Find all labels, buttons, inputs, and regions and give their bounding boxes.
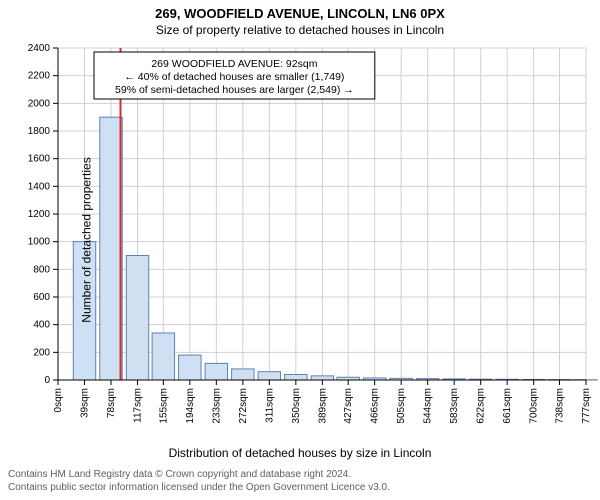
annotation-line: 59% of semi-detached houses are larger (… <box>115 84 354 96</box>
chart-title-subtitle: Size of property relative to detached ho… <box>0 21 600 37</box>
x-tick-label: 233sqm <box>211 388 222 424</box>
histogram-bar <box>258 372 280 380</box>
y-tick-label: 600 <box>33 292 50 303</box>
y-tick-label: 2000 <box>28 98 51 109</box>
chart-title-address: 269, WOODFIELD AVENUE, LINCOLN, LN6 0PX <box>0 0 600 21</box>
x-tick-label: 466sqm <box>370 388 381 424</box>
annotation-line: 269 WOODFIELD AVENUE: 92sqm <box>151 58 317 70</box>
histogram-bar <box>100 117 122 380</box>
histogram-bar <box>126 256 148 381</box>
x-tick-label: 661sqm <box>502 388 513 424</box>
x-tick-label: 738sqm <box>554 388 565 424</box>
y-tick-label: 1600 <box>28 154 51 165</box>
histogram-bar <box>232 369 254 380</box>
x-tick-label: 39sqm <box>80 388 91 418</box>
y-axis-label: Number of detached properties <box>80 157 94 322</box>
x-tick-label: 311sqm <box>264 388 275 423</box>
histogram-bar <box>205 363 227 380</box>
x-tick-label: 155sqm <box>158 388 169 424</box>
histogram-bar <box>311 376 333 380</box>
y-tick-label: 1000 <box>28 237 51 248</box>
x-tick-label: 117sqm <box>133 388 144 423</box>
x-tick-label: 194sqm <box>185 388 196 424</box>
footer-line-1: Contains HM Land Registry data © Crown c… <box>8 468 592 481</box>
y-tick-label: 1800 <box>28 126 51 137</box>
x-tick-label: 427sqm <box>343 388 354 424</box>
y-tick-label: 2200 <box>28 71 51 82</box>
histogram-bar <box>152 333 174 380</box>
x-tick-label: 350sqm <box>291 388 302 424</box>
y-tick-label: 200 <box>33 347 50 358</box>
y-tick-label: 0 <box>44 375 50 386</box>
y-tick-label: 2400 <box>28 43 51 54</box>
x-tick-label: 700sqm <box>529 388 540 424</box>
y-tick-label: 1400 <box>28 181 51 192</box>
x-tick-label: 272sqm <box>238 388 249 424</box>
x-axis-label: Distribution of detached houses by size … <box>0 446 600 460</box>
x-tick-label: 583sqm <box>449 388 460 424</box>
x-tick-label: 78sqm <box>106 388 117 418</box>
x-tick-label: 544sqm <box>423 388 434 424</box>
attribution-footer: Contains HM Land Registry data © Crown c… <box>0 464 600 500</box>
chart-area: Number of detached properties 0 200 400 600… <box>0 38 600 442</box>
y-tick-label: 1200 <box>28 209 51 220</box>
footer-line-2: Contains public sector information licen… <box>8 481 592 494</box>
x-tick-label: 777sqm <box>581 388 592 424</box>
y-tick-label: 400 <box>33 320 50 331</box>
x-tick-label: 0sqm <box>53 388 64 412</box>
histogram-bar <box>179 355 201 380</box>
y-tick-label: 800 <box>33 264 50 275</box>
x-tick-label: 389sqm <box>317 388 328 424</box>
x-tick-label: 505sqm <box>396 388 407 424</box>
x-tick-label: 622sqm <box>476 388 487 424</box>
annotation-line: ← 40% of detached houses are smaller (1,… <box>124 71 344 83</box>
histogram-bar <box>285 374 307 380</box>
